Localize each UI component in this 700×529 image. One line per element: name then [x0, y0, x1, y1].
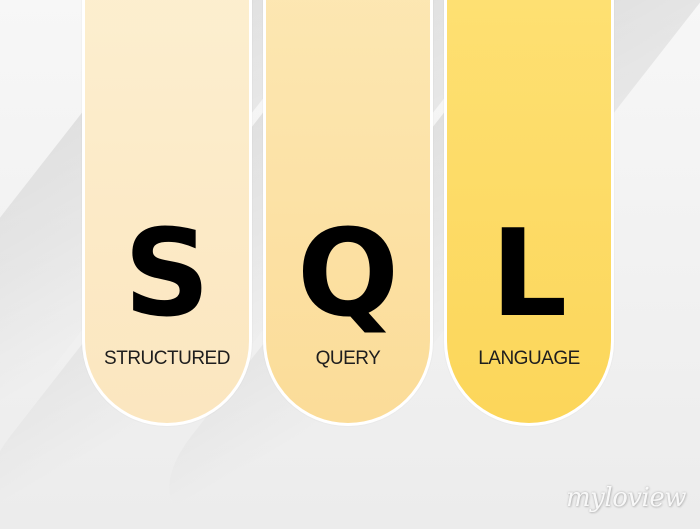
watermark-logo: myloview [566, 483, 686, 513]
acronym-letter-l: L [490, 205, 568, 344]
acronym-word-query: QUERY [315, 348, 381, 369]
acronym-letter-s: S [123, 205, 211, 344]
column-query: Q QUERY [263, 0, 433, 426]
column-shadow [0, 0, 522, 520]
acronym-word-structured: STRUCTURED [104, 348, 230, 369]
column-structured: S STRUCTURED [82, 0, 252, 426]
column-language: L LANGUAGE [444, 0, 614, 426]
acronym-word-language: LANGUAGE [478, 348, 580, 369]
acronym-letter-q: Q [296, 205, 399, 344]
